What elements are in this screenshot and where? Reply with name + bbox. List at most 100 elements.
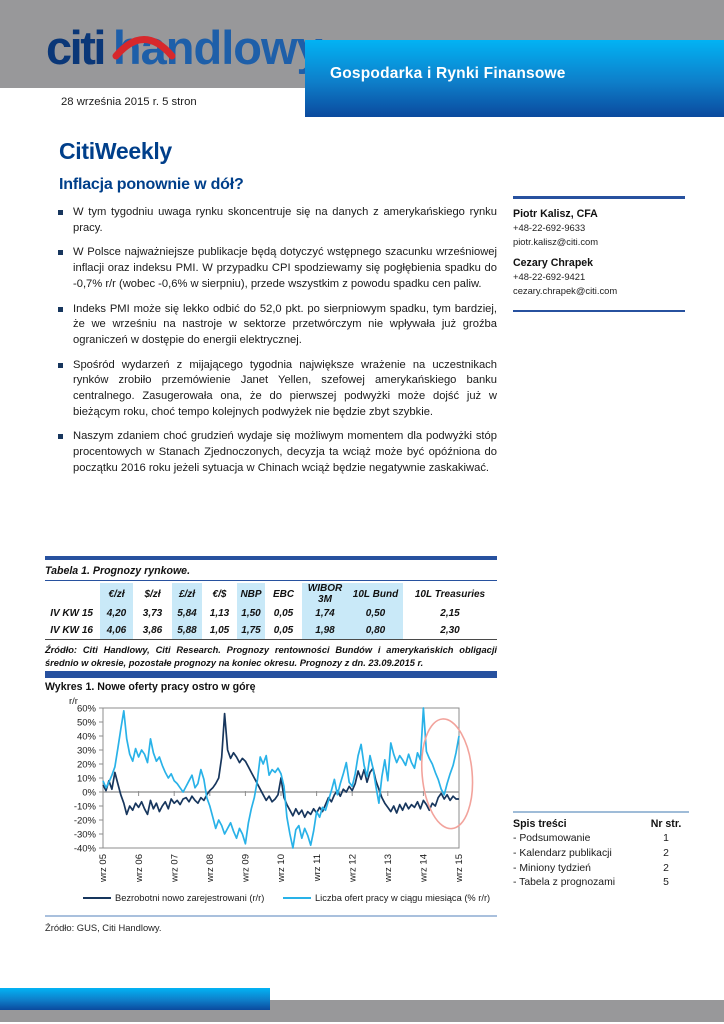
bullet-square-icon	[58, 434, 63, 440]
svg-text:wrz 06: wrz 06	[134, 854, 145, 883]
cell: 3,73	[142, 608, 163, 619]
svg-text:40%: 40%	[77, 731, 97, 742]
table-title-rule	[45, 579, 497, 581]
table-of-contents: Spis treści Nr str. - Podsumowanie 1 - K…	[513, 811, 689, 891]
toc-item-page: 2	[663, 847, 669, 859]
contacts-bottom-rule	[513, 310, 685, 313]
cell: 1,75	[237, 622, 265, 639]
logo-handlowy-text: handlowy	[112, 21, 323, 74]
cell: 1,74	[302, 605, 348, 622]
chart-block: Wykres 1. Nowe oferty pracy ostro w górę…	[45, 671, 497, 933]
toc-item[interactable]: - Podsumowanie 1	[513, 832, 689, 847]
cell: 1,05	[209, 625, 230, 636]
svg-text:wrz 09: wrz 09	[241, 854, 252, 883]
date-line: 28 września 2015 r. 5 stron	[61, 96, 197, 108]
contacts-top-rule	[513, 196, 685, 199]
cell: 0,05	[273, 625, 294, 636]
cell: 5,84	[172, 605, 202, 622]
toc-item-page: 2	[663, 862, 669, 874]
table-source-note: Źródło: Citi Handlowy, Citi Research. Pr…	[45, 645, 497, 668]
chart-source-note: Źródło: GUS, Citi Handlowy.	[45, 921, 162, 933]
svg-text:-20%: -20%	[74, 815, 97, 826]
table-row: IV KW 15 4,20 3,73 5,84 1,13 1,50 0,05 1…	[45, 605, 497, 622]
svg-text:20%: 20%	[77, 759, 97, 770]
column-header: WIBOR 3M	[302, 583, 348, 605]
toc-page-header: Nr str.	[650, 818, 682, 830]
svg-text:Liczba ofert pracy w ciągu mie: Liczba ofert pracy w ciągu miesiąca (% r…	[315, 893, 490, 903]
line-chart: 60% 50% 40% 30% 20% 10% 0% -10% -20% -30% -40% r/r w…	[69, 696, 490, 903]
cell: 0,50	[348, 605, 403, 622]
svg-text:wrz 08: wrz 08	[205, 854, 216, 883]
chart-bottom-rule	[45, 914, 497, 917]
row-label: IV KW 15	[50, 608, 93, 619]
svg-text:wrz 05: wrz 05	[98, 854, 109, 883]
bullet-square-icon	[58, 306, 63, 312]
toc-header-row: Spis treści Nr str.	[513, 817, 689, 832]
toc-item[interactable]: - Miniony tydzień 2	[513, 862, 689, 877]
column-header: 10L Bund	[348, 583, 403, 605]
citi-handlowy-logo: citi handlowy	[46, 20, 323, 75]
contact-email[interactable]: piotr.kalisz@citi.com	[513, 235, 599, 247]
toc-item-label: - Tabela z prognozami	[513, 877, 616, 889]
svg-text:wrz 13: wrz 13	[383, 854, 394, 883]
contact-phone: +48-22-692-9421	[513, 271, 586, 283]
bullet-square-icon	[58, 362, 63, 368]
cell: 0,80	[348, 622, 403, 639]
contact-phone: +48-22-692-9633	[513, 222, 586, 233]
bullet-item: W tym tygodniu uwaga rynku skoncentruje …	[57, 205, 497, 236]
contact-name: Cezary Chrapek	[513, 257, 594, 270]
column-header	[45, 583, 100, 605]
table-row: IV KW 16 4,06 3,86 5,88 1,05 1,75 0,05 1…	[45, 622, 497, 639]
row-label: IV KW 16	[50, 625, 93, 636]
bullet-item: Naszym zdaniem choć grudzień wydaje się …	[57, 429, 497, 476]
svg-text:wrz 14: wrz 14	[419, 854, 430, 883]
cell: 1,98	[302, 622, 348, 639]
footer-blue-band	[0, 988, 270, 1010]
column-header: €/zł	[100, 583, 133, 605]
chart-title: Wykres 1. Nowe oferty pracy ostro w górę	[45, 680, 256, 693]
svg-text:wrz 15: wrz 15	[454, 854, 465, 883]
forecast-table: €/zł $/zł £/zł €/$ NBP EBC WIBOR 3M 10L …	[45, 583, 497, 639]
svg-text:-30%: -30%	[74, 829, 97, 840]
table-title: Tabela 1. Prognozy rynkowe.	[45, 564, 191, 577]
svg-text:wrz 07: wrz 07	[169, 854, 180, 883]
svg-text:wrz 11: wrz 11	[312, 854, 323, 882]
toc-header: Spis treści	[513, 818, 567, 830]
svg-text:50%: 50%	[77, 717, 97, 728]
toc-top-rule	[513, 811, 689, 813]
bullet-item: Spośród wydarzeń z mijającego tygodnia n…	[57, 358, 497, 421]
page-title: CitiWeekly	[59, 138, 172, 164]
analyst-contacts: Piotr Kalisz, CFA +48-22-692-9633 piotr.…	[513, 196, 685, 313]
bullet-item: Indeks PMI może się lekko odbić do 52,0 …	[57, 302, 497, 349]
column-header: €/$	[212, 588, 227, 600]
bullet-square-icon	[58, 250, 63, 256]
svg-text:Bezrobotni nowo zarejestrowani: Bezrobotni nowo zarejestrowani (r/r)	[115, 893, 264, 903]
svg-text:60%: 60%	[77, 703, 97, 714]
table-bottom-rule	[45, 639, 497, 640]
toc-item-page: 1	[663, 833, 669, 844]
svg-text:wrz 12: wrz 12	[347, 854, 358, 883]
column-header: EBC	[272, 588, 295, 600]
forecast-table-block: Tabela 1. Prognozy rynkowe. €/zł $/zł £/…	[45, 556, 497, 678]
toc-item[interactable]: - Kalendarz publikacji 2	[513, 847, 689, 862]
table-header-row: €/zł $/zł £/zł €/$ NBP EBC WIBOR 3M 10L …	[45, 583, 497, 605]
contact-email[interactable]: cezary.chrapek@citi.com	[513, 284, 618, 296]
toc-item[interactable]: - Tabela z prognozami 5	[513, 876, 689, 891]
cell: 2,30	[440, 625, 460, 636]
svg-text:r/r: r/r	[69, 696, 78, 707]
section-banner: Gospodarka i Rynki Finansowe	[305, 40, 724, 117]
contact-card: Piotr Kalisz, CFA +48-22-692-9633 piotr.…	[513, 207, 685, 248]
bullet-text: Spośród wydarzeń z mijającego tygodnia n…	[73, 358, 497, 418]
column-header: NBP	[237, 583, 265, 605]
svg-text:wrz 10: wrz 10	[276, 854, 287, 883]
block-top-bar	[45, 671, 497, 675]
banner-title: Gospodarka i Rynki Finansowe	[330, 64, 566, 82]
bullet-item: W Polsce najważniejsze publikacje będą d…	[57, 245, 497, 292]
column-header: $/zł	[144, 588, 161, 600]
cell: 4,20	[100, 605, 133, 622]
svg-text:30%: 30%	[77, 745, 97, 756]
cell: 1,13	[209, 608, 230, 619]
svg-text:0%: 0%	[82, 787, 96, 798]
cell: 3,86	[142, 625, 163, 636]
